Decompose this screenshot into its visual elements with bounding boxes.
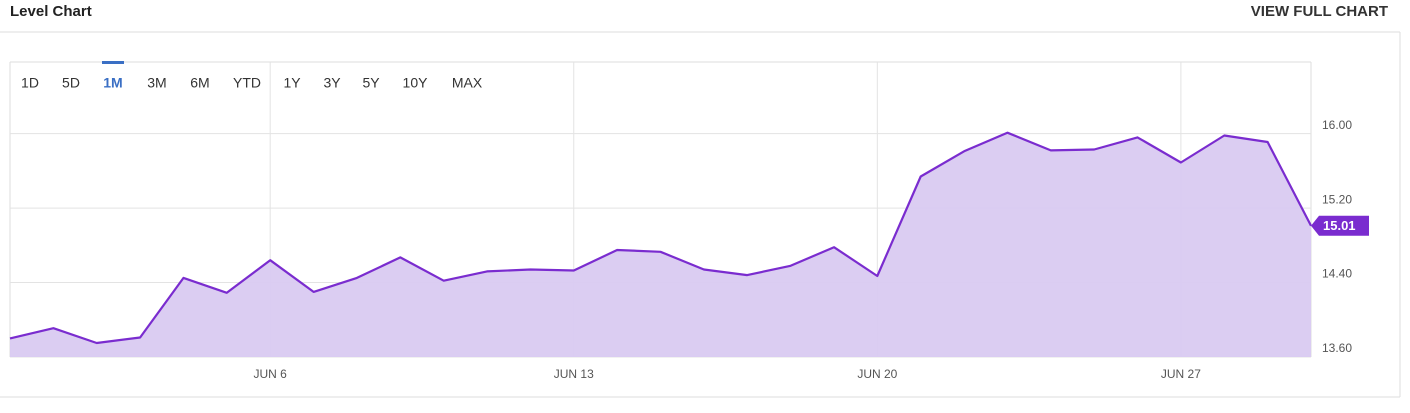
y-tick-label: 16.00 [1322,118,1352,132]
x-tick-label: JUN 13 [554,367,594,381]
x-tick-label: JUN 6 [254,367,288,381]
y-tick-label: 14.40 [1322,267,1352,281]
range-button[interactable]: 3M [147,75,166,91]
range-button[interactable]: 6M [190,75,209,91]
last-value-label: 15.01 [1323,218,1356,233]
y-tick-label: 13.60 [1322,341,1352,355]
x-tick-label: JUN 20 [857,367,897,381]
line [9,131,1312,345]
active-range-indicator [102,61,124,64]
range-button[interactable]: 5D [62,75,80,91]
last-value-tag [1311,215,1369,236]
view-full-chart[interactable]: VIEW FULL CHART [1251,3,1388,20]
x-tick-label: JUN 27 [1161,367,1201,381]
y-tick-label: 15.20 [1322,192,1352,206]
range-button[interactable]: 10Y [403,75,429,91]
range-button[interactable]: 1M [103,75,122,91]
range-button[interactable]: 1D [21,75,39,91]
widget-title: Level Chart [10,3,92,20]
area [10,132,1311,357]
range-button[interactable]: MAX [452,75,483,91]
range-button[interactable]: 5Y [362,75,380,91]
range-button[interactable]: YTD [233,75,261,91]
range-button[interactable]: 3Y [323,75,341,91]
range-button[interactable]: 1Y [283,75,301,91]
